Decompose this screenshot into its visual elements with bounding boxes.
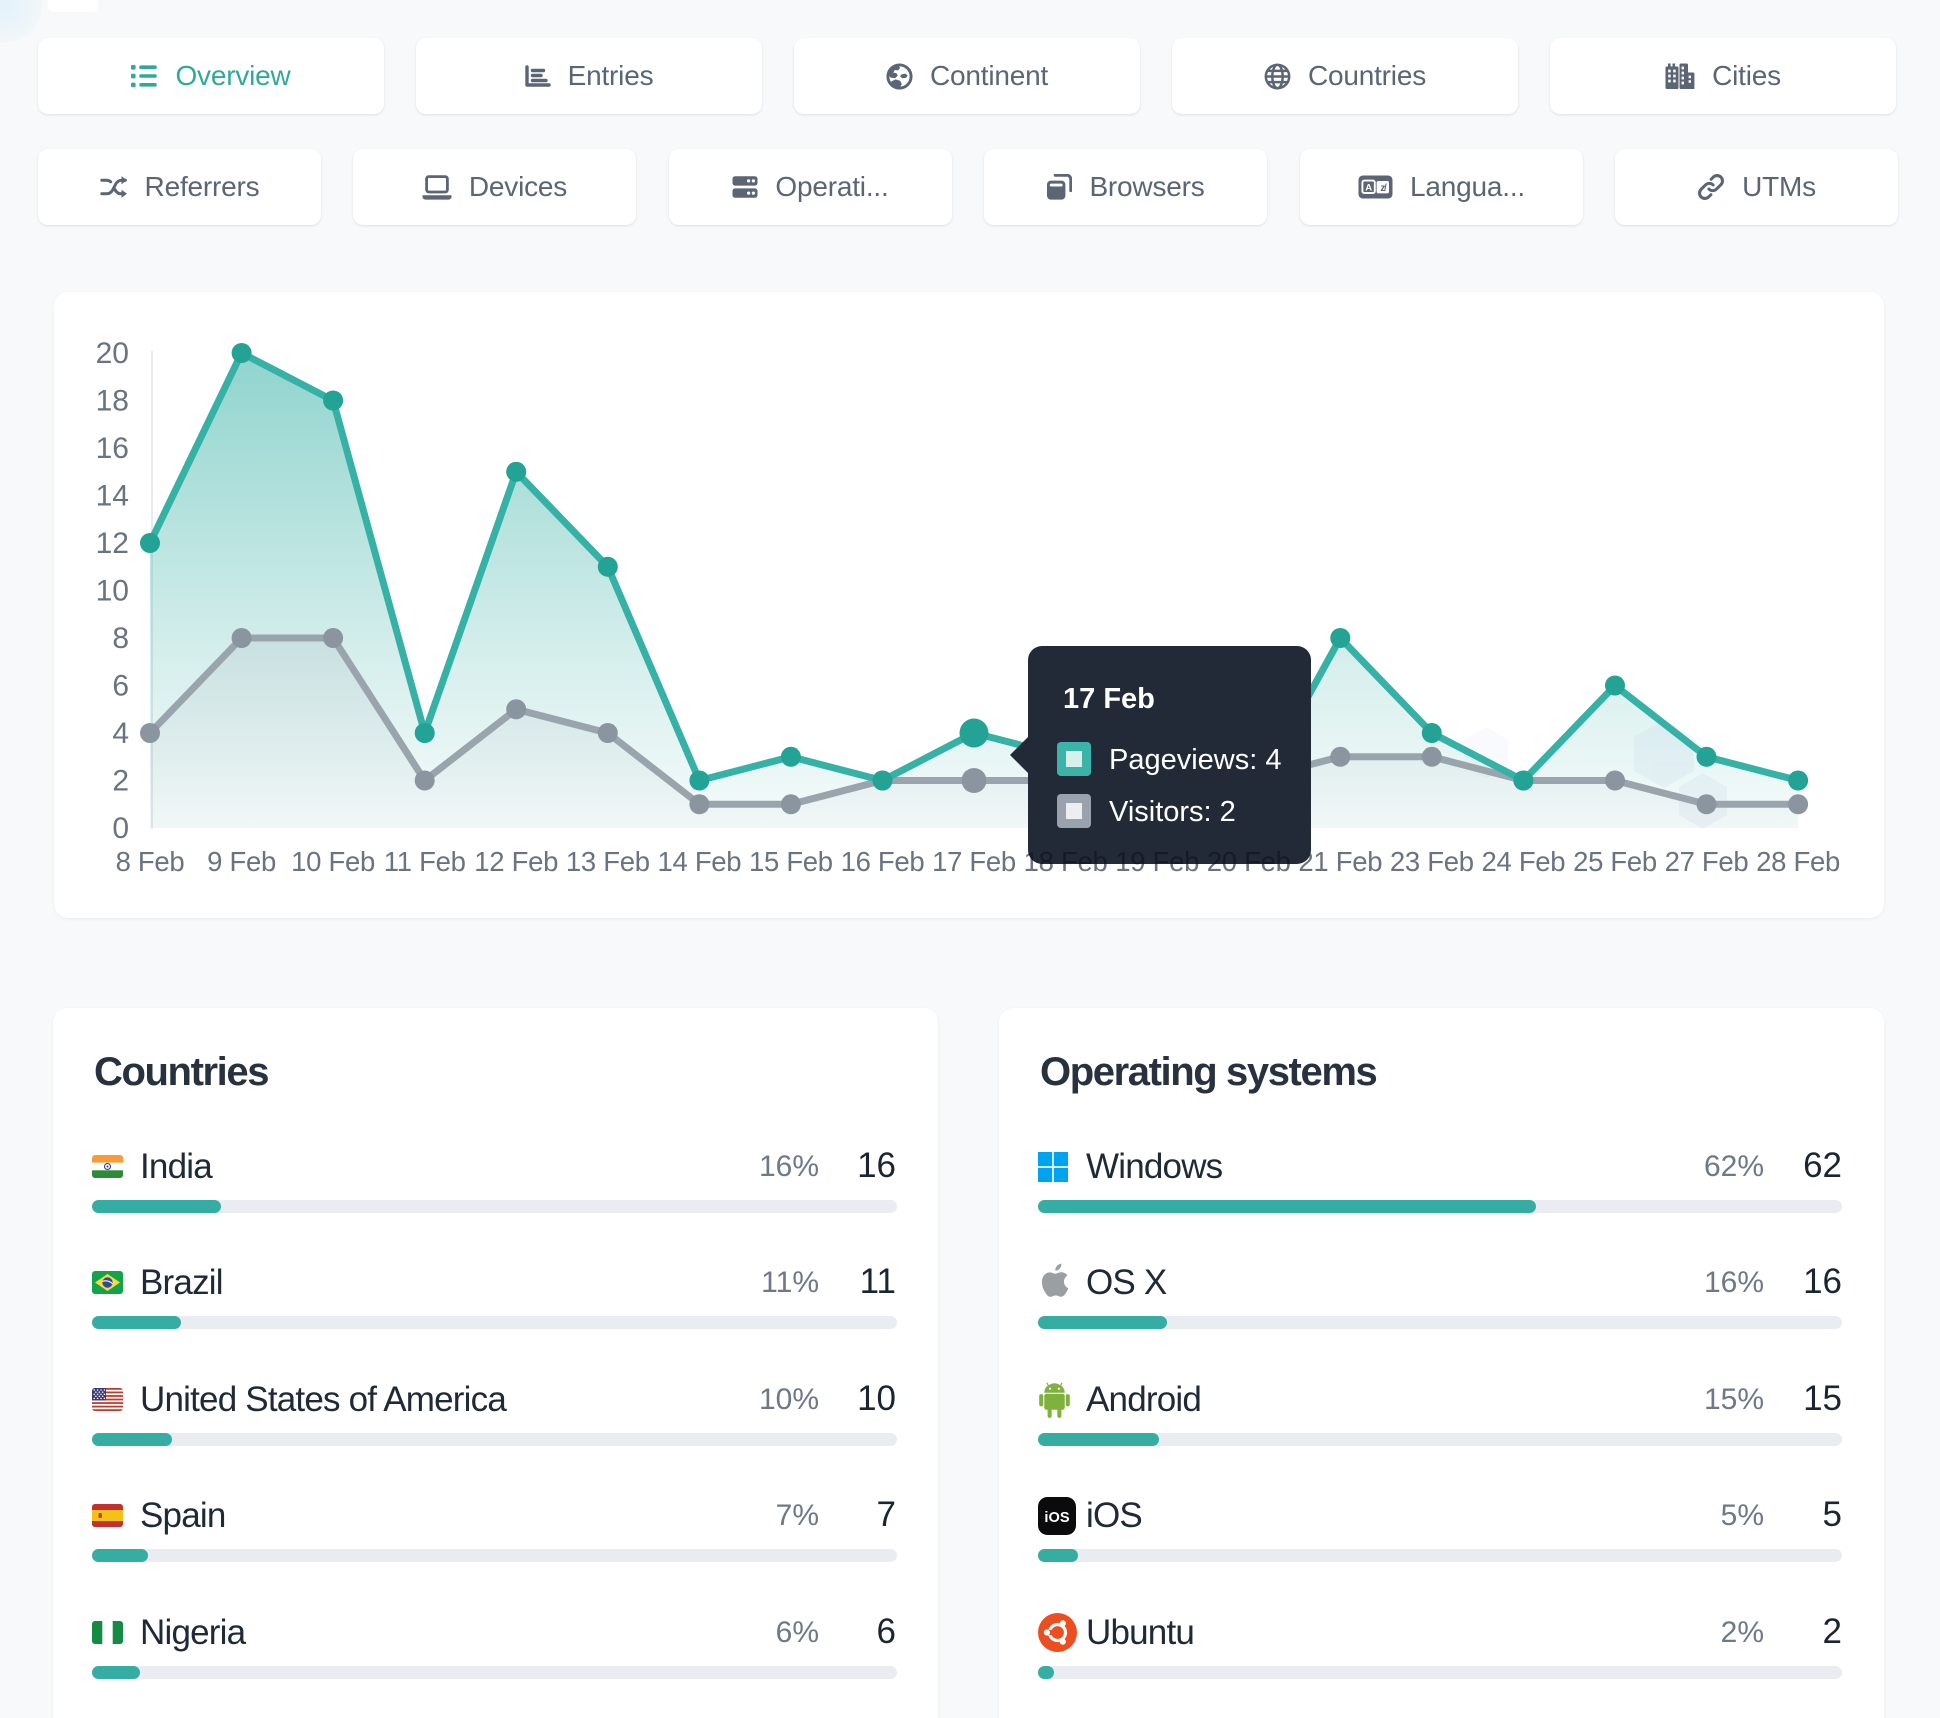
svg-text:18: 18 xyxy=(96,385,129,418)
svg-text:10: 10 xyxy=(96,575,129,608)
svg-text:16 Feb: 16 Feb xyxy=(841,846,925,877)
svg-text:12: 12 xyxy=(96,527,129,560)
svg-text:4: 4 xyxy=(112,717,129,750)
svg-text:18 Feb: 18 Feb xyxy=(1024,846,1108,877)
svg-text:z̸: z̸ xyxy=(1380,182,1387,194)
svg-text:9 Feb: 9 Feb xyxy=(207,846,276,877)
svg-text:19 Feb: 19 Feb xyxy=(1115,846,1199,877)
svg-text:17 Feb: 17 Feb xyxy=(1063,683,1155,715)
svg-text:8 Feb: 8 Feb xyxy=(116,846,185,877)
svg-text:10 Feb: 10 Feb xyxy=(291,846,375,877)
svg-text:14: 14 xyxy=(96,480,129,513)
svg-text:13 Feb: 13 Feb xyxy=(566,846,650,877)
svg-text:2: 2 xyxy=(112,765,129,798)
svg-text:Pageviews: 4: Pageviews: 4 xyxy=(1109,744,1282,776)
svg-text:20: 20 xyxy=(96,337,129,370)
svg-text:17 Feb: 17 Feb xyxy=(932,846,1016,877)
svg-text:12 Feb: 12 Feb xyxy=(474,846,558,877)
svg-text:6: 6 xyxy=(112,670,129,703)
svg-text:0: 0 xyxy=(112,812,129,845)
svg-text:8: 8 xyxy=(112,622,129,655)
svg-text:24 Feb: 24 Feb xyxy=(1481,846,1565,877)
svg-text:11 Feb: 11 Feb xyxy=(384,846,466,877)
svg-text:27 Feb: 27 Feb xyxy=(1665,846,1749,877)
svg-text:16: 16 xyxy=(96,432,129,465)
svg-text:15 Feb: 15 Feb xyxy=(749,846,833,877)
svg-text:25 Feb: 25 Feb xyxy=(1573,846,1657,877)
svg-text:14 Feb: 14 Feb xyxy=(657,846,741,877)
svg-text:21 Feb: 21 Feb xyxy=(1298,846,1382,877)
svg-text:iOS: iOS xyxy=(1044,1510,1069,1526)
svg-text:20 Feb: 20 Feb xyxy=(1207,846,1291,877)
svg-text:28 Feb: 28 Feb xyxy=(1756,846,1840,877)
svg-text:A: A xyxy=(1365,183,1372,194)
svg-text:23 Feb: 23 Feb xyxy=(1390,846,1474,877)
svg-text:Visitors: 2: Visitors: 2 xyxy=(1109,796,1236,828)
